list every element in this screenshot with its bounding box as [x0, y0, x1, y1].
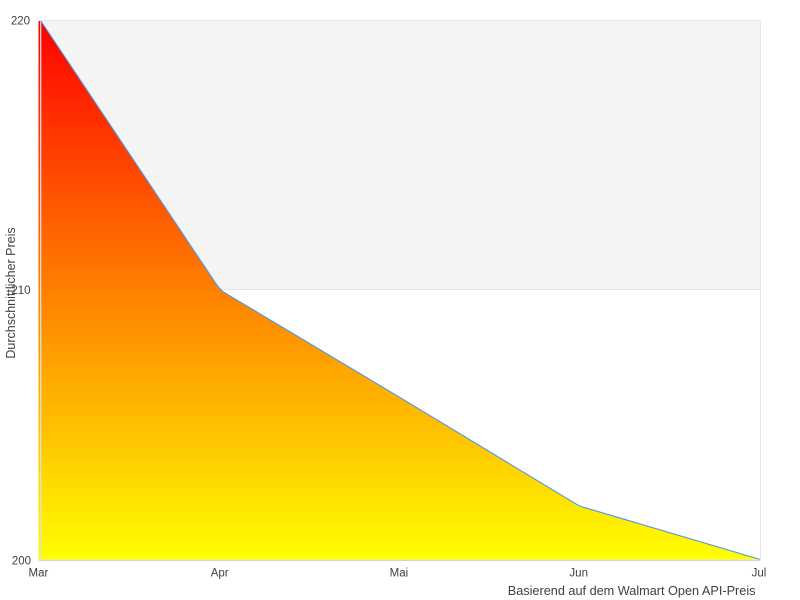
svg-text:Basierend auf dem Walmart Open: Basierend auf dem Walmart Open API-Preis [508, 584, 756, 598]
svg-text:Durchschnittlicher Preis: Durchschnittlicher Preis [4, 227, 18, 358]
svg-text:210: 210 [11, 285, 30, 297]
svg-text:Mar: Mar [28, 568, 48, 580]
svg-text:Apr: Apr [211, 568, 229, 580]
svg-text:Mai: Mai [390, 568, 409, 580]
svg-text:200: 200 [12, 555, 31, 567]
svg-text:Jul: Jul [752, 568, 767, 580]
svg-text:Jun: Jun [569, 568, 588, 580]
svg-text:220: 220 [11, 15, 30, 27]
